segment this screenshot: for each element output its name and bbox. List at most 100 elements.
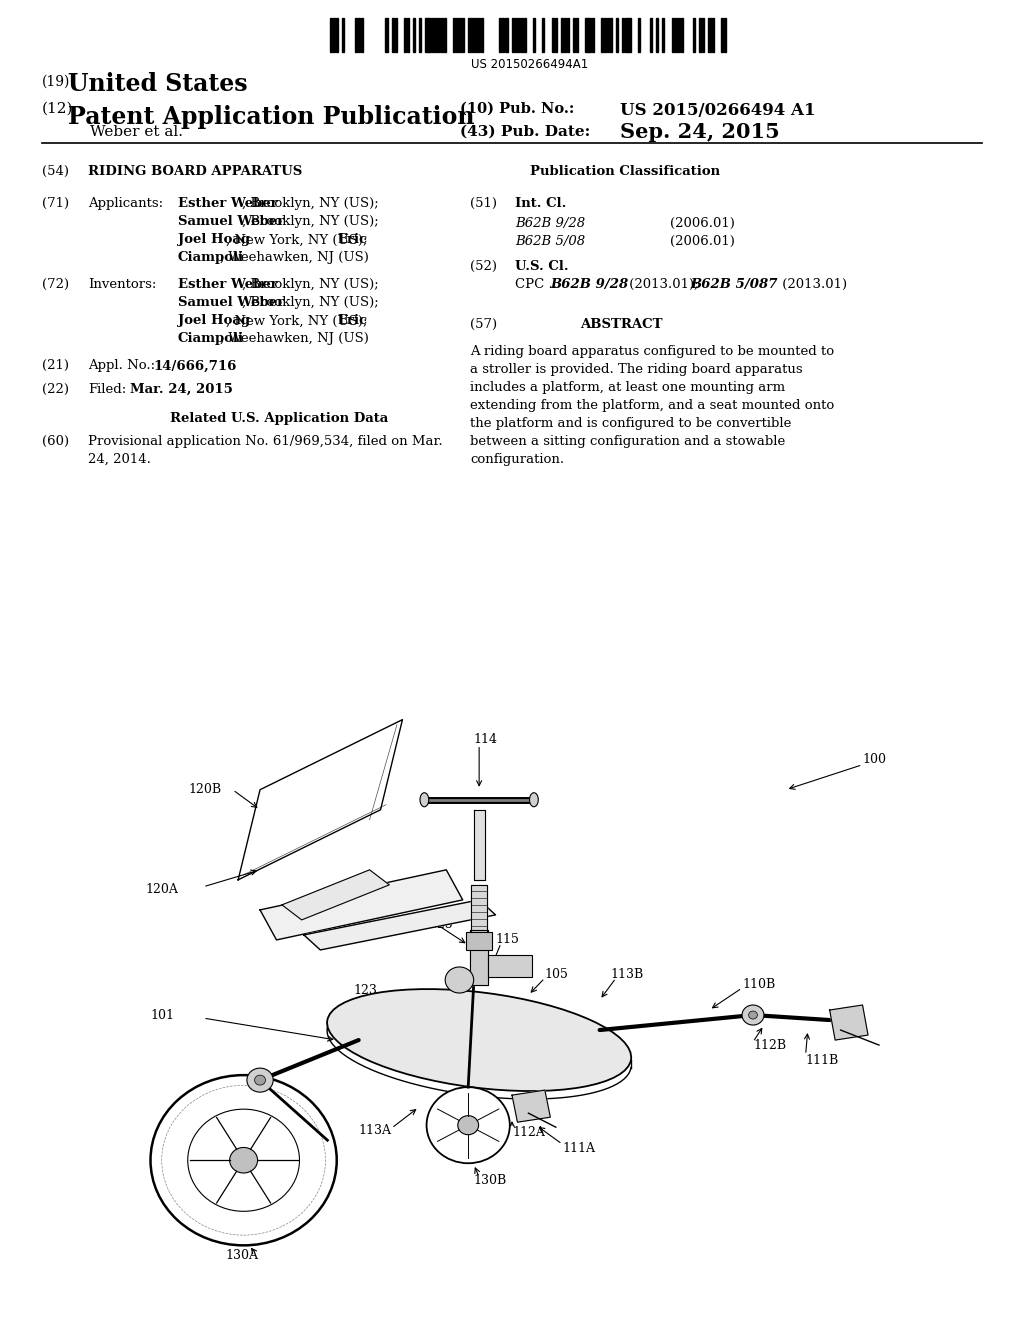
Text: 120D: 120D <box>324 888 357 902</box>
Text: Provisional application No. 61/969,534, filed on Mar.: Provisional application No. 61/969,534, … <box>88 436 442 447</box>
Circle shape <box>187 1109 299 1212</box>
Circle shape <box>427 1088 510 1163</box>
Text: , New York, NY (US);: , New York, NY (US); <box>225 234 372 247</box>
Bar <box>724 18 726 51</box>
Bar <box>481 18 483 51</box>
Bar <box>459 18 462 51</box>
Bar <box>474 18 477 51</box>
Text: (52): (52) <box>470 260 497 273</box>
Bar <box>413 18 415 51</box>
Text: 101: 101 <box>151 1008 174 1022</box>
Text: 113A: 113A <box>358 1123 391 1137</box>
Bar <box>342 18 344 51</box>
Bar <box>419 18 422 51</box>
Text: Samuel Weber: Samuel Weber <box>178 215 284 228</box>
Bar <box>672 18 674 51</box>
Bar <box>623 18 625 51</box>
Bar <box>500 18 502 51</box>
Circle shape <box>229 1147 258 1173</box>
Bar <box>543 18 545 51</box>
Polygon shape <box>471 884 486 945</box>
Bar <box>330 18 332 51</box>
Text: 105: 105 <box>545 969 568 982</box>
Bar <box>437 18 440 51</box>
Text: (71): (71) <box>42 198 70 210</box>
Text: RIDING BOARD APPARATUS: RIDING BOARD APPARATUS <box>88 165 302 178</box>
Bar <box>610 18 612 51</box>
Ellipse shape <box>327 989 631 1092</box>
Bar <box>586 18 588 51</box>
Text: 111B: 111B <box>806 1053 839 1067</box>
Bar <box>534 18 536 51</box>
Text: 114: 114 <box>474 733 498 746</box>
Text: 125: 125 <box>430 919 454 932</box>
Circle shape <box>742 1005 764 1026</box>
Text: Ciampoli: Ciampoli <box>178 251 244 264</box>
Bar <box>650 18 652 51</box>
Text: (2006.01): (2006.01) <box>670 218 735 230</box>
Bar <box>471 18 474 51</box>
Text: Int. Cl.: Int. Cl. <box>515 198 566 210</box>
Circle shape <box>247 1068 273 1092</box>
Text: 130A: 130A <box>225 1249 258 1262</box>
Text: , Brooklyn, NY (US);: , Brooklyn, NY (US); <box>242 297 378 309</box>
Text: 100: 100 <box>862 754 887 766</box>
Bar <box>656 18 658 51</box>
Text: 120B: 120B <box>188 783 222 796</box>
Bar <box>638 18 640 51</box>
Bar <box>428 18 431 51</box>
Bar <box>693 18 695 51</box>
Bar <box>462 18 465 51</box>
Bar <box>521 18 523 51</box>
Bar <box>561 18 563 51</box>
Bar <box>589 18 591 51</box>
Bar <box>567 18 569 51</box>
Bar <box>431 18 434 51</box>
Text: U.S. Cl.: U.S. Cl. <box>515 260 568 273</box>
Bar <box>712 18 714 51</box>
Text: Joel Hoag: Joel Hoag <box>178 234 250 247</box>
Text: Inventors:: Inventors: <box>88 279 157 292</box>
Text: (21): (21) <box>42 359 69 372</box>
Bar <box>518 18 520 51</box>
Bar <box>394 18 396 51</box>
Circle shape <box>749 1011 758 1019</box>
Bar <box>357 18 359 51</box>
Text: CPC ..: CPC .. <box>515 279 557 292</box>
Polygon shape <box>239 719 402 880</box>
Bar <box>524 18 526 51</box>
Text: , New York, NY (US);: , New York, NY (US); <box>225 314 372 327</box>
Ellipse shape <box>420 793 429 807</box>
Text: (2006.01): (2006.01) <box>670 235 735 248</box>
Bar <box>626 18 628 51</box>
Text: Samuel Weber: Samuel Weber <box>178 297 284 309</box>
Circle shape <box>151 1074 337 1245</box>
Text: Mar. 24, 2015: Mar. 24, 2015 <box>130 383 232 396</box>
Text: extending from the platform, and a seat mounted onto: extending from the platform, and a seat … <box>470 399 835 412</box>
Text: between a sitting configuration and a stowable: between a sitting configuration and a st… <box>470 436 785 447</box>
Bar <box>564 18 566 51</box>
Text: 120C: 120C <box>345 913 379 927</box>
Text: configuration.: configuration. <box>470 453 564 466</box>
Bar <box>515 18 517 51</box>
Text: 110A: 110A <box>578 1048 610 1061</box>
Polygon shape <box>474 809 484 880</box>
Polygon shape <box>470 929 487 985</box>
Text: B62B 5/08: B62B 5/08 <box>515 235 585 248</box>
Bar <box>403 18 406 51</box>
Text: the platform and is configured to be convertible: the platform and is configured to be con… <box>470 417 792 430</box>
Text: , Weehawken, NJ (US): , Weehawken, NJ (US) <box>220 333 370 346</box>
Polygon shape <box>829 1005 868 1040</box>
Text: (19): (19) <box>42 75 71 88</box>
Text: (43) Pub. Date:: (43) Pub. Date: <box>460 125 590 139</box>
Text: Publication Classification: Publication Classification <box>530 165 720 178</box>
Bar <box>709 18 711 51</box>
Bar <box>601 18 603 51</box>
Bar <box>721 18 723 51</box>
Bar <box>440 18 443 51</box>
Bar <box>354 18 356 51</box>
Text: Appl. No.:: Appl. No.: <box>88 359 155 372</box>
Bar <box>336 18 338 51</box>
Bar <box>443 18 446 51</box>
Text: Weber et al.: Weber et al. <box>90 125 183 139</box>
